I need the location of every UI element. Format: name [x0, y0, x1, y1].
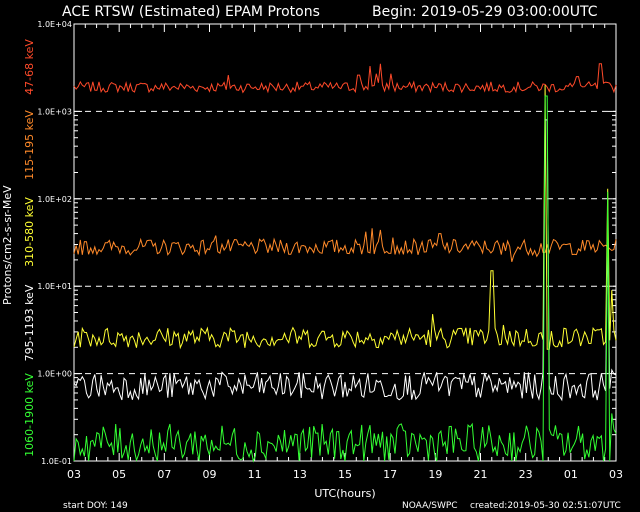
series-line [73, 95, 617, 463]
y-tick-label: 1.0E+00 [37, 370, 72, 379]
x-axis-ticks: 03 05 07 09 11 13 15 17 19 21 23 01 03 [67, 24, 623, 481]
y-tick-label: 1.0E+04 [37, 20, 72, 29]
start-doy: start DOY: 149 [63, 501, 128, 511]
data-series [73, 63, 617, 463]
legend-label: 47-68 keV [23, 39, 36, 95]
series-line [73, 63, 617, 94]
x-tick-label: 05 [112, 468, 126, 481]
x-tick-label: 17 [383, 468, 397, 481]
x-tick-label: 09 [203, 468, 217, 481]
y-axis-units: Protons/cm2-s-sr-MeV [1, 185, 14, 305]
legend-label: 115-195 keV [23, 110, 36, 180]
series-line [73, 119, 617, 402]
y-tick-label: 1.0E-01 [41, 457, 72, 466]
y-tick-label: 1.0E+01 [37, 282, 72, 291]
agency-label: NOAA/SWPC [402, 501, 458, 511]
series-line [73, 85, 617, 350]
begin-time: Begin: 2019-05-29 03:00:00UTC [372, 4, 598, 20]
x-tick-label: 15 [338, 468, 352, 481]
x-tick-label: 11 [248, 468, 262, 481]
legend-label: 795-1193 keV [23, 284, 36, 361]
legend-label: 310-580 keV [23, 197, 36, 267]
x-tick-label: 23 [519, 468, 533, 481]
series-line [73, 228, 617, 262]
x-tick-label: 03 [609, 468, 623, 481]
x-tick-label: 01 [564, 468, 578, 481]
x-axis-label: UTC(hours) [314, 487, 375, 500]
x-tick-label: 21 [474, 468, 488, 481]
series-legend: 47-68 keV 115-195 keV 310-580 keV 795-1193 … [23, 39, 36, 457]
created-time: created:2019-05-30 02:51:07UTC [470, 501, 621, 511]
x-tick-label: 03 [67, 468, 81, 481]
x-tick-label: 13 [293, 468, 307, 481]
y-tick-label: 1.0E+02 [37, 195, 72, 204]
chart-title: ACE RTSW (Estimated) EPAM Protons [62, 4, 320, 20]
x-tick-label: 19 [428, 468, 442, 481]
x-tick-label: 07 [157, 468, 171, 481]
y-tick-label: 1.0E+03 [37, 107, 72, 116]
legend-label: 1060-1900 keV [23, 373, 36, 457]
grid-lines [74, 110, 616, 375]
